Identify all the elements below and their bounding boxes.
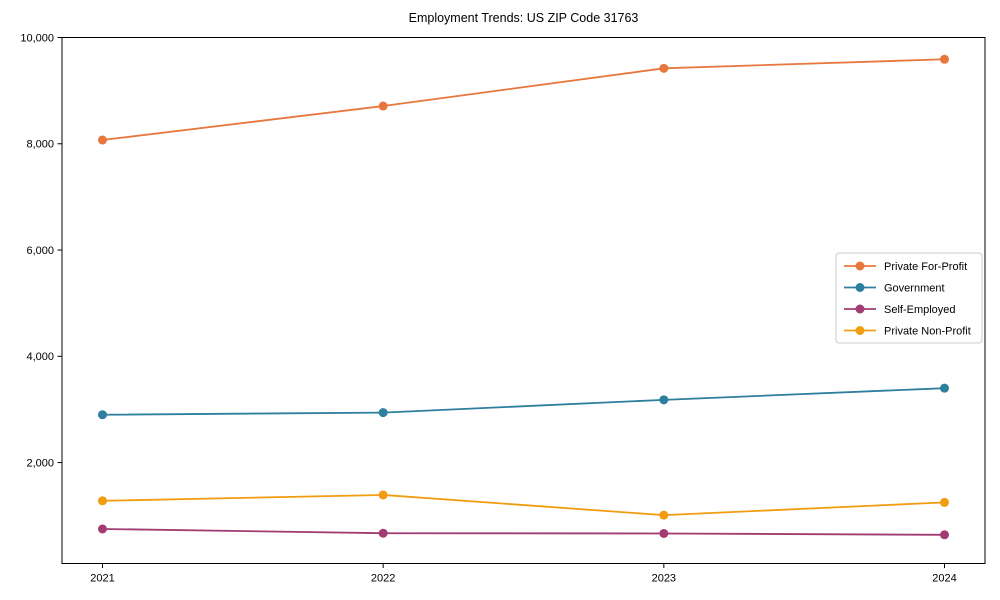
legend-marker-government <box>855 283 865 292</box>
legend-item-self-employed: Self-Employed <box>844 304 956 316</box>
data-point-government-2023 <box>659 395 669 405</box>
x-tick-label: 2023 <box>652 573 676 585</box>
series-line-self-employed <box>102 528 945 536</box>
legend-item-government: Government <box>844 282 945 294</box>
legend-box <box>835 252 983 344</box>
data-point-self-employed-2021 <box>98 524 107 534</box>
y-tick-label: 2,000 <box>26 457 54 469</box>
series-line-private-for-profit <box>102 58 945 141</box>
series-private-non-profit <box>98 490 949 520</box>
data-point-private-for-profit-2022 <box>378 101 388 111</box>
data-point-government-2021 <box>98 410 107 420</box>
y-tick-label: 6,000 <box>26 245 54 257</box>
data-point-self-employed-2024 <box>940 530 949 540</box>
series-self-employed <box>98 524 949 540</box>
data-point-private-non-profit-2021 <box>98 496 107 506</box>
data-point-government-2024 <box>940 383 949 393</box>
legend-item-private-non-profit: Private Non-Profit <box>844 325 971 337</box>
legend-marker-self-employed <box>855 304 865 314</box>
plot-border <box>61 37 986 564</box>
legend-item-private-for-profit: Private For-Profit <box>844 261 967 273</box>
data-point-private-for-profit-2021 <box>98 135 107 145</box>
x-tick-label: 2024 <box>932 573 956 585</box>
data-point-government-2022 <box>378 408 388 418</box>
data-point-self-employed-2022 <box>378 528 388 538</box>
data-point-private-for-profit-2023 <box>659 63 669 73</box>
data-point-private-non-profit-2022 <box>378 490 388 500</box>
legend-marker-private-for-profit <box>855 261 865 271</box>
data-point-private-for-profit-2024 <box>940 54 949 64</box>
series-line-government <box>102 387 945 416</box>
x-tick-label: 2022 <box>371 573 395 585</box>
series-line-private-non-profit <box>102 494 945 517</box>
legend-marker-private-non-profit <box>855 326 865 335</box>
legend-label-self-employed: Self-Employed <box>884 304 956 316</box>
legend-label-private-for-profit: Private For-Profit <box>884 261 967 273</box>
chart-title: Employment Trends: US ZIP Code 31763 <box>408 11 639 25</box>
data-point-private-non-profit-2024 <box>940 497 949 507</box>
series-private-for-profit <box>98 54 949 145</box>
legend-label-private-non-profit: Private Non-Profit <box>884 325 971 337</box>
legend-label-government: Government <box>884 282 945 294</box>
legend: Private For-Profit Government Self-Employe… <box>835 252 983 344</box>
data-point-private-non-profit-2023 <box>659 510 669 520</box>
y-tick-label: 4,000 <box>26 351 54 363</box>
data-point-self-employed-2023 <box>659 528 669 538</box>
y-tick-label: 8,000 <box>26 139 54 151</box>
y-tick-label: 10,000 <box>20 32 54 44</box>
series-government <box>98 383 949 420</box>
x-tick-label: 2021 <box>90 573 114 585</box>
